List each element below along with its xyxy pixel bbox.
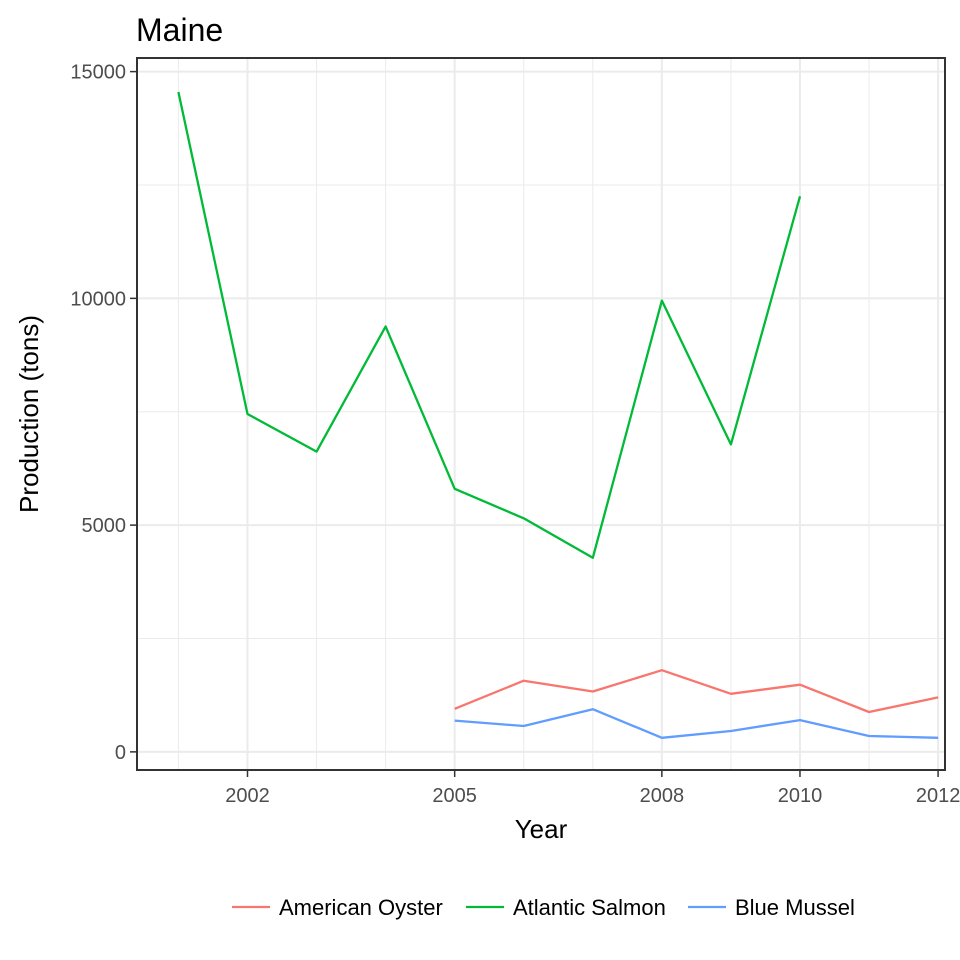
- plot-panel-border: [136, 57, 946, 771]
- legend: American Oyster Atlantic Salmon Blue Musse…: [232, 895, 855, 920]
- series-line-atlantic-salmon: [177, 91, 802, 559]
- x-tick-label: 2010: [778, 785, 823, 807]
- legend-item-american-oyster: American Oyster: [232, 895, 443, 920]
- legend-label-american-oyster: American Oyster: [279, 895, 443, 920]
- y-tick-label: 5000: [82, 515, 127, 537]
- legend-label-atlantic-salmon: Atlantic Salmon: [513, 895, 666, 920]
- x-axis-title: Year: [515, 814, 568, 844]
- legend-item-atlantic-salmon: Atlantic Salmon: [466, 895, 666, 920]
- series-line-blue-mussel: [454, 708, 939, 739]
- y-tick-label: 15000: [70, 62, 126, 84]
- x-tick-label: 2002: [225, 785, 270, 807]
- plot-lines: [177, 91, 939, 739]
- y-axis-title: Production (tons): [14, 315, 44, 513]
- y-tick-label: 0: [115, 742, 126, 764]
- chart-title: Maine: [136, 12, 223, 48]
- x-tick-label: 2008: [640, 785, 685, 807]
- legend-label-blue-mussel: Blue Mussel: [735, 895, 855, 920]
- plot-grid: [137, 58, 945, 770]
- x-tick-label: 2005: [432, 785, 477, 807]
- x-tick-label: 2012: [916, 785, 960, 807]
- plot-axes: 2002 2005 2008 2010 2012 0 5000 10000 15000: [70, 62, 960, 807]
- legend-item-blue-mussel: Blue Mussel: [688, 895, 855, 920]
- series-line-american-oyster: [454, 669, 939, 714]
- y-tick-label: 10000: [70, 288, 126, 310]
